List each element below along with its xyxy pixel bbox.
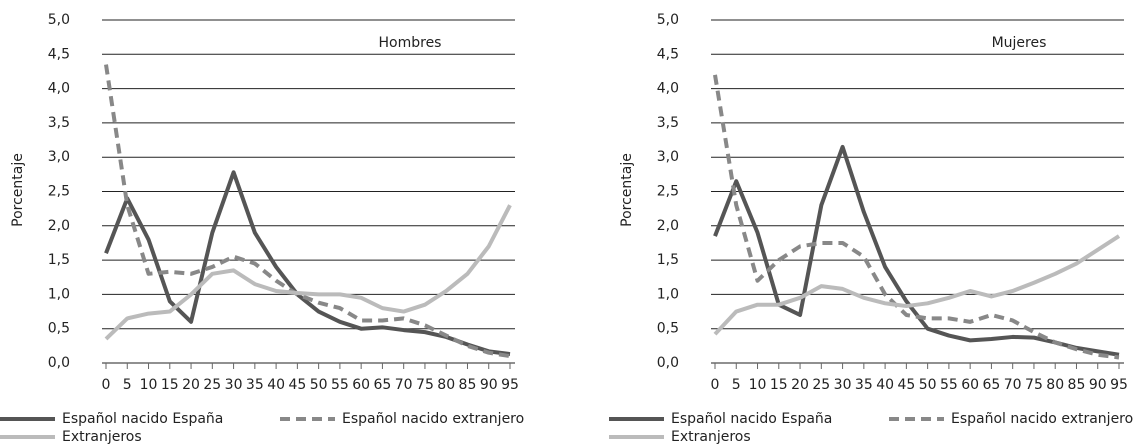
y-tick-label: 0,0 (48, 355, 70, 371)
data-line (713, 74, 1120, 360)
x-tick-label: 80 (1046, 377, 1064, 393)
x-tick-label: 70 (1004, 377, 1022, 393)
x-tick-label: 45 (288, 377, 306, 393)
x-tick-label: 60 (352, 377, 370, 393)
x-tick-label: 90 (1089, 377, 1107, 393)
legend-label: Extranjeros (62, 429, 142, 445)
x-tick-label: 35 (855, 377, 873, 393)
y-tick-label: 4,5 (48, 46, 70, 62)
x-tick-label: 25 (812, 377, 830, 393)
x-tick-label: 10 (749, 377, 767, 393)
x-tick-label: 55 (940, 377, 958, 393)
y-tick-label: 4,5 (657, 46, 679, 62)
x-tick-label: 40 (267, 377, 285, 393)
y-tick-label: 2,5 (657, 184, 679, 200)
data-line (104, 64, 511, 359)
x-tick-label: 85 (459, 377, 477, 393)
y-tick-label: 1,5 (48, 252, 70, 268)
y-tick-label: 1,0 (48, 286, 70, 302)
y-tick-label: 0,5 (48, 321, 70, 337)
x-tick-label: 50 (310, 377, 328, 393)
y-tick-label: 3,5 (48, 115, 70, 131)
x-tick-label: 65 (983, 377, 1001, 393)
y-tick-label: 5,0 (657, 12, 679, 28)
y-tick-label: 3,0 (657, 149, 679, 165)
x-tick-label: 20 (182, 377, 200, 393)
data-line (104, 170, 511, 357)
legend-label: Español nacido España (671, 411, 832, 427)
x-tick-label: 75 (1025, 377, 1043, 393)
data-line (104, 204, 512, 341)
y-tick-label: 4,0 (48, 81, 70, 97)
x-tick-label: 10 (140, 377, 158, 393)
y-tick-label: 2,0 (657, 218, 679, 234)
y-tick-label: 1,0 (657, 286, 679, 302)
x-tick-label: 30 (834, 377, 852, 393)
x-tick-label: 95 (501, 377, 519, 393)
y-axis-label: Porcentaje (619, 153, 635, 227)
y-tick-label: 2,0 (48, 218, 70, 234)
y-tick-label: 4,0 (657, 81, 679, 97)
y-tick-label: 2,5 (48, 184, 70, 200)
y-tick-label: 3,0 (48, 149, 70, 165)
data-line (713, 144, 1120, 357)
y-axis-label: Porcentaje (10, 153, 26, 227)
x-tick-label: 95 (1110, 377, 1128, 393)
y-tick-label: 5,0 (48, 12, 70, 28)
x-tick-label: 15 (161, 377, 179, 393)
x-tick-label: 5 (123, 377, 132, 393)
data-line (713, 234, 1121, 336)
y-tick-label: 0,0 (657, 355, 679, 371)
y-tick-label: 0,5 (657, 321, 679, 337)
x-tick-label: 50 (919, 377, 937, 393)
x-tick-label: 35 (246, 377, 264, 393)
x-tick-label: 65 (374, 377, 392, 393)
legend-label: Español nacido España (62, 411, 223, 427)
annotation: Hombres (379, 35, 442, 51)
y-tick-label: 1,5 (657, 252, 679, 268)
legend-label: Español nacido extranjero (342, 411, 524, 427)
legend-label: Español nacido extranjero (951, 411, 1133, 427)
x-tick-label: 15 (770, 377, 788, 393)
x-tick-label: 70 (395, 377, 413, 393)
x-tick-label: 60 (961, 377, 979, 393)
x-tick-label: 40 (876, 377, 894, 393)
x-tick-label: 45 (897, 377, 915, 393)
x-tick-label: 80 (437, 377, 455, 393)
x-tick-label: 5 (732, 377, 741, 393)
x-tick-label: 25 (203, 377, 221, 393)
x-tick-label: 85 (1068, 377, 1086, 393)
x-tick-label: 30 (225, 377, 243, 393)
y-tick-label: 3,5 (657, 115, 679, 131)
x-tick-label: 0 (102, 377, 111, 393)
x-tick-label: 0 (711, 377, 720, 393)
x-tick-label: 20 (791, 377, 809, 393)
x-tick-label: 55 (331, 377, 349, 393)
annotation: Mujeres (992, 35, 1047, 51)
x-tick-label: 90 (480, 377, 498, 393)
legend-label: Extranjeros (671, 429, 751, 445)
x-tick-label: 75 (416, 377, 434, 393)
